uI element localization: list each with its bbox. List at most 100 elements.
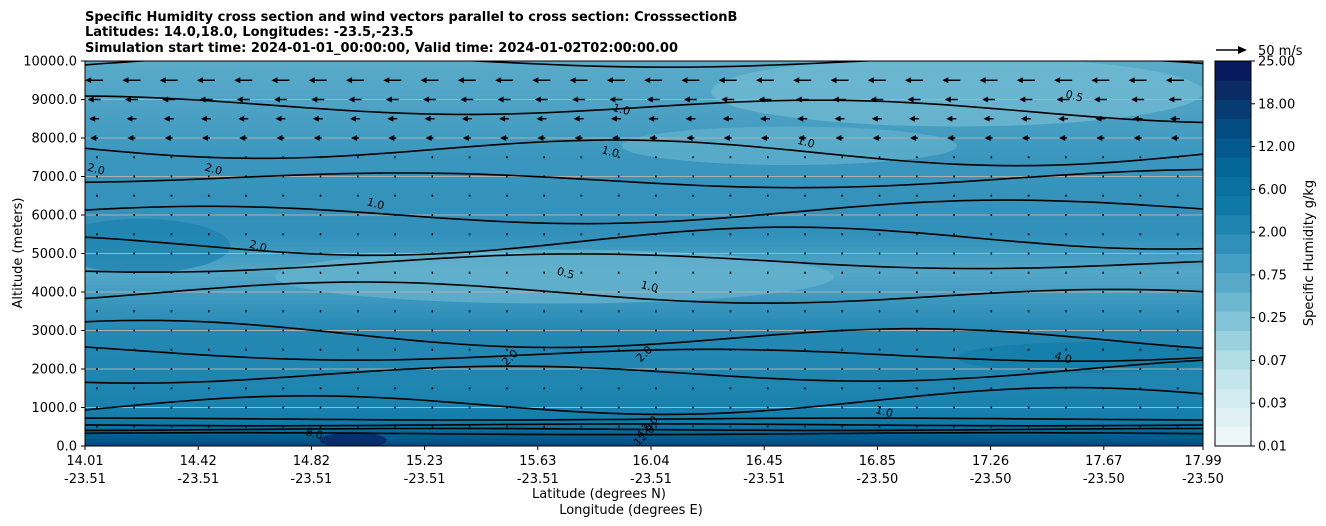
wind-vector bbox=[394, 348, 396, 351]
wind-vector bbox=[729, 175, 732, 178]
wind-vector bbox=[319, 214, 322, 216]
wind-vector bbox=[1176, 194, 1179, 197]
wind-vector bbox=[431, 233, 434, 236]
wind-vector bbox=[841, 368, 844, 370]
wind-vector bbox=[1139, 348, 1142, 351]
wind-vector bbox=[543, 329, 545, 332]
wind-vector bbox=[804, 348, 806, 351]
wind-vector bbox=[1176, 214, 1179, 216]
wind-vector bbox=[207, 425, 210, 428]
wind-vector bbox=[766, 310, 769, 313]
colorbar-level bbox=[1215, 80, 1251, 100]
humidity-band bbox=[85, 218, 1203, 224]
wind-vector-head bbox=[164, 135, 171, 141]
wind-vector bbox=[766, 291, 769, 293]
wind-vector bbox=[655, 156, 657, 159]
wind-vector bbox=[916, 252, 918, 255]
wind-vector bbox=[692, 252, 694, 255]
wind-vector bbox=[990, 406, 993, 409]
colorbar-tick-label: 0.25 bbox=[1258, 311, 1287, 326]
wind-vector bbox=[245, 406, 247, 409]
humidity-band bbox=[85, 345, 1203, 351]
wind-vector bbox=[1102, 291, 1104, 293]
humidity-band bbox=[85, 395, 1203, 401]
wind-vector-head bbox=[159, 77, 166, 84]
wind-vector bbox=[357, 368, 359, 370]
wind-vector bbox=[468, 348, 471, 351]
wind-vector-head bbox=[239, 135, 246, 141]
wind-vector-head bbox=[944, 96, 951, 103]
colorbar-tick-label: 18.00 bbox=[1258, 97, 1295, 112]
wind-vector bbox=[916, 425, 918, 428]
wind-vector bbox=[916, 329, 918, 332]
humidity-band bbox=[85, 403, 1203, 409]
wind-vector bbox=[841, 387, 844, 390]
colorbar-level bbox=[1215, 118, 1251, 139]
wind-vector-head bbox=[385, 96, 392, 103]
wind-vector bbox=[729, 291, 732, 293]
wind-vector-head bbox=[311, 96, 318, 103]
wind-vector bbox=[468, 425, 471, 428]
wind-vector bbox=[207, 310, 210, 313]
wind-vector bbox=[543, 214, 545, 216]
wind-vector-head bbox=[312, 115, 319, 122]
wind-vector bbox=[1102, 175, 1104, 178]
x-axis-label-longitude: Longitude (degrees E) bbox=[559, 503, 703, 518]
x-tick-label-lat: 14.01 bbox=[66, 454, 103, 469]
wind-vector bbox=[207, 156, 210, 159]
wind-vector bbox=[1176, 406, 1179, 409]
wind-vector bbox=[953, 406, 955, 409]
wind-vector bbox=[729, 348, 732, 351]
wind-vector bbox=[1176, 368, 1179, 370]
wind-vector bbox=[766, 387, 769, 390]
wind-vector-head bbox=[909, 115, 916, 122]
wind-vector bbox=[96, 252, 98, 255]
y-tick-label: 0.0 bbox=[56, 440, 77, 455]
wind-vector bbox=[655, 387, 657, 390]
wind-vector bbox=[1065, 271, 1067, 274]
wind-vector bbox=[431, 348, 434, 351]
wind-vector bbox=[804, 271, 806, 274]
wind-vector bbox=[1102, 368, 1104, 370]
wind-vector-head bbox=[1095, 115, 1102, 122]
contour-label: 0.5 bbox=[1064, 88, 1084, 105]
humidity-band bbox=[85, 415, 1203, 420]
wind-vector bbox=[1102, 252, 1104, 255]
wind-vector bbox=[916, 156, 918, 159]
wind-vector bbox=[357, 348, 359, 351]
colorbar-level bbox=[1215, 61, 1251, 81]
x-tick-label-lon: -23.51 bbox=[517, 472, 559, 487]
humidity-field bbox=[85, 61, 1203, 446]
wind-vector-head bbox=[126, 115, 133, 122]
wind-vector-head bbox=[1169, 115, 1176, 122]
wind-vector-head bbox=[1091, 77, 1098, 84]
wind-vector bbox=[431, 252, 434, 255]
humidity-band bbox=[85, 122, 1203, 128]
wind-vector-head bbox=[795, 96, 802, 103]
wind-vector bbox=[133, 175, 135, 178]
contour-line bbox=[85, 281, 1203, 304]
wind-vector bbox=[1176, 348, 1179, 351]
humidity-band bbox=[85, 349, 1203, 355]
wind-vector bbox=[990, 214, 993, 216]
wind-vector bbox=[766, 406, 769, 409]
wind-vector bbox=[1027, 194, 1030, 197]
wind-vector-head bbox=[1165, 77, 1172, 84]
wind-vector bbox=[617, 175, 620, 178]
wind-vector bbox=[96, 156, 98, 159]
wind-vector bbox=[319, 156, 322, 159]
wind-vector bbox=[1027, 425, 1030, 428]
wind-vector bbox=[1027, 233, 1030, 236]
wind-vector bbox=[617, 156, 620, 159]
wind-vector bbox=[804, 291, 806, 293]
wind-vector bbox=[468, 233, 471, 236]
wind-vector bbox=[953, 348, 955, 351]
wind-vector bbox=[692, 156, 694, 159]
wind-vector bbox=[543, 175, 545, 178]
wind-vector bbox=[1027, 348, 1030, 351]
wind-vector-head bbox=[348, 96, 355, 103]
humidity-band bbox=[85, 353, 1203, 359]
wind-vector bbox=[170, 348, 173, 351]
wind-vector bbox=[1176, 156, 1179, 159]
wind-vector bbox=[1176, 271, 1179, 274]
